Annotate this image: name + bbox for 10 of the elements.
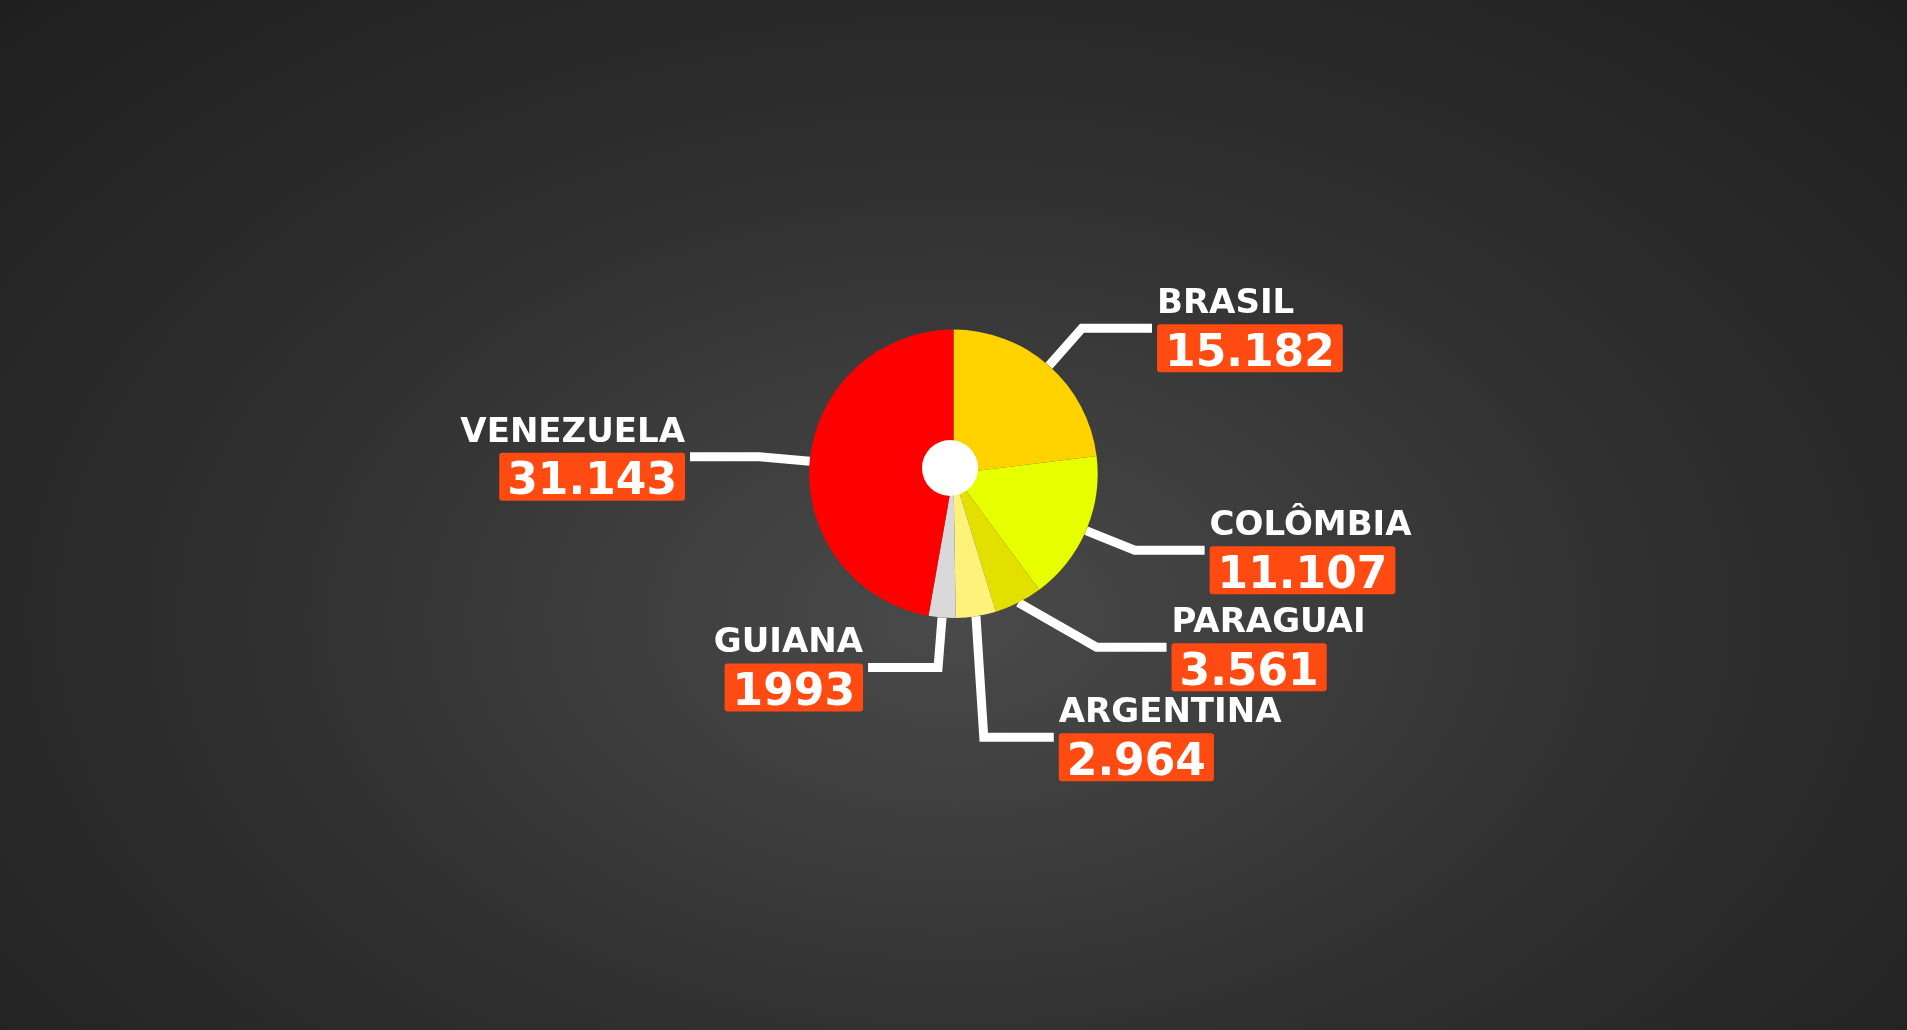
slice-label: PARAGUAI [1171,600,1366,641]
data-label: 11.107 [1217,546,1388,598]
slice-label: VENEZUELA [460,409,686,450]
data-label: 15.182 [1165,324,1335,376]
slice-label: GUIANA [713,620,864,661]
slice-label: COLÔMBIA [1209,503,1413,544]
data-label: 2.964 [1066,733,1206,785]
data-label: 31.143 [507,453,678,505]
slice-label: BRASIL [1157,281,1295,322]
data-label: 1993 [732,663,856,715]
